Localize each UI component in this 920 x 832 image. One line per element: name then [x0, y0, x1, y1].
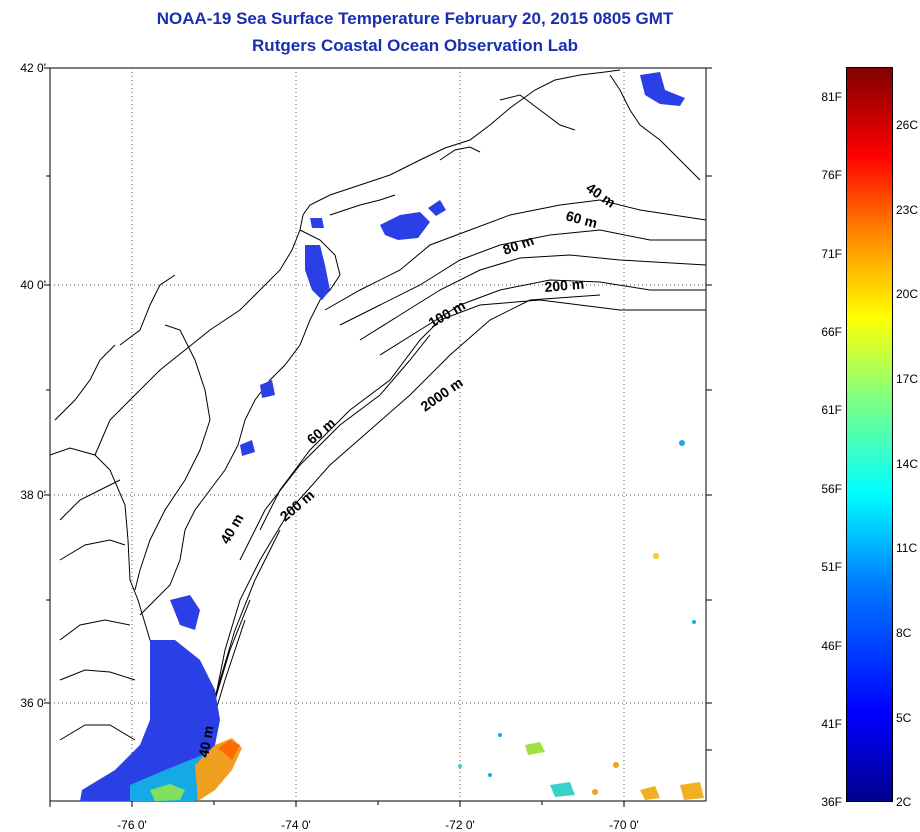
x-tick-label: -70 0' [609, 818, 639, 832]
y-tick-label: 38 0' [20, 488, 46, 502]
colorbar-f-label: 76F [821, 168, 842, 182]
colorbar-c-label: 26C [896, 118, 919, 132]
y-tick-label: 36 0' [20, 696, 46, 710]
map-frame [49, 67, 707, 802]
colorbar-c-label: 17C [896, 372, 919, 386]
colorbar-f-label: 81F [821, 90, 842, 104]
depth-label: 60 m [564, 207, 599, 231]
colorbar-c-label: 11C [896, 541, 918, 555]
gridlines [50, 68, 706, 801]
x-tick-label: -74 0' [281, 818, 311, 832]
colorbar-c-label: 8C [896, 626, 912, 640]
page-title: NOAA-19 Sea Surface Temperature February… [156, 9, 674, 28]
y-tick-label: 42 0' [20, 61, 46, 75]
coastline [49, 69, 701, 802]
y-tick-label: 40 0' [20, 278, 46, 292]
colorbar-f-label: 61F [821, 403, 842, 417]
page-subtitle: Rutgers Coastal Ocean Observation Lab [252, 36, 578, 55]
colorbar-c-label: 23C [896, 203, 919, 217]
colorbar-f-label: 36F [821, 795, 842, 809]
sst-patches [80, 72, 704, 801]
x-tick-label: -72 0' [445, 818, 475, 832]
tick-marks [44, 67, 712, 807]
colorbar-f-label: 71F [821, 247, 842, 261]
colorbar-c-label: 2C [896, 795, 912, 809]
colorbar-f-label: 51F [821, 560, 842, 574]
colorbar-f-label: 56F [821, 482, 842, 496]
colorbar-f-label: 46F [821, 639, 842, 653]
colorbar-c-label: 20C [896, 287, 919, 301]
depth-label: 40 m [195, 724, 216, 758]
colorbar-c-label: 14C [896, 457, 919, 471]
colorbar-c-label: 5C [896, 711, 912, 725]
x-tick-label: -76 0' [117, 818, 147, 832]
depth-label: 200 m [544, 276, 585, 295]
colorbar-f-label: 66F [821, 325, 842, 339]
colorbar-f-label: 41F [821, 717, 842, 731]
temperature-colorbar [846, 67, 893, 802]
